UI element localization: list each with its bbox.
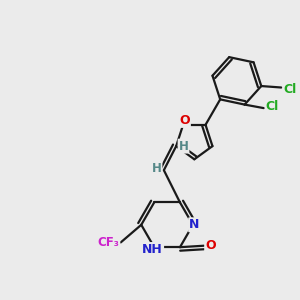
Text: Cl: Cl [284,83,297,96]
Text: O: O [205,239,216,252]
Text: O: O [179,114,190,127]
Text: H: H [152,162,161,175]
Text: Cl: Cl [266,100,279,113]
Text: CF₃: CF₃ [98,236,119,249]
Text: N: N [189,218,200,231]
Text: H: H [178,140,188,153]
Text: NH: NH [142,243,163,256]
